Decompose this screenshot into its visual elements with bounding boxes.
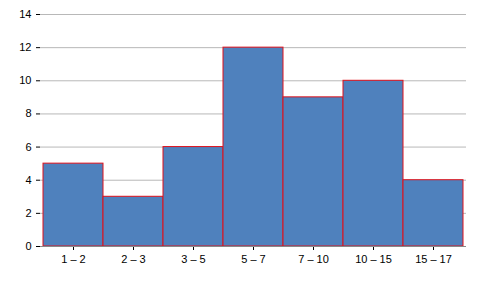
svg-text:7 – 10: 7 – 10 xyxy=(298,253,329,265)
svg-text:4: 4 xyxy=(25,174,31,186)
svg-text:3 – 5: 3 – 5 xyxy=(181,253,205,265)
svg-text:15 – 17: 15 – 17 xyxy=(415,253,452,265)
svg-text:1 – 2: 1 – 2 xyxy=(61,253,85,265)
svg-text:2 – 3: 2 – 3 xyxy=(121,253,145,265)
svg-text:10: 10 xyxy=(19,74,31,86)
svg-text:10 – 15: 10 – 15 xyxy=(355,253,392,265)
svg-text:8: 8 xyxy=(25,107,31,119)
svg-text:14: 14 xyxy=(19,8,31,20)
svg-text:5 – 7: 5 – 7 xyxy=(241,253,265,265)
svg-text:6: 6 xyxy=(25,141,31,153)
svg-text:2: 2 xyxy=(25,207,31,219)
svg-text:0: 0 xyxy=(25,240,31,252)
svg-text:12: 12 xyxy=(19,41,31,53)
